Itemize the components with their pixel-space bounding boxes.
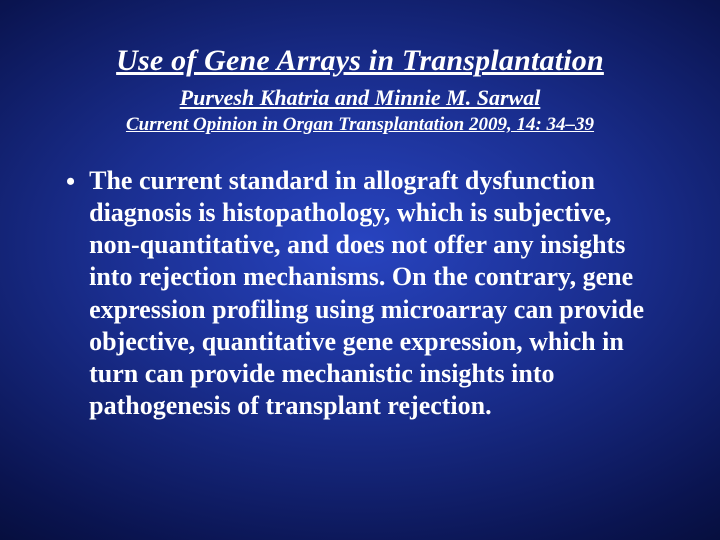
body-text: The current standard in allograft dysfun… bbox=[89, 165, 652, 423]
title-block: Use of Gene Arrays in Transplantation Pu… bbox=[60, 42, 660, 137]
slide-container: Use of Gene Arrays in Transplantation Pu… bbox=[0, 0, 720, 540]
slide-citation: Current Opinion in Organ Transplantation… bbox=[60, 113, 660, 137]
bullet-row: • The current standard in allograft dysf… bbox=[60, 165, 660, 423]
slide-title: Use of Gene Arrays in Transplantation bbox=[60, 42, 660, 80]
slide-authors: Purvesh Khatria and Minnie M. Sarwal bbox=[60, 84, 660, 112]
bullet-icon: • bbox=[66, 165, 75, 199]
